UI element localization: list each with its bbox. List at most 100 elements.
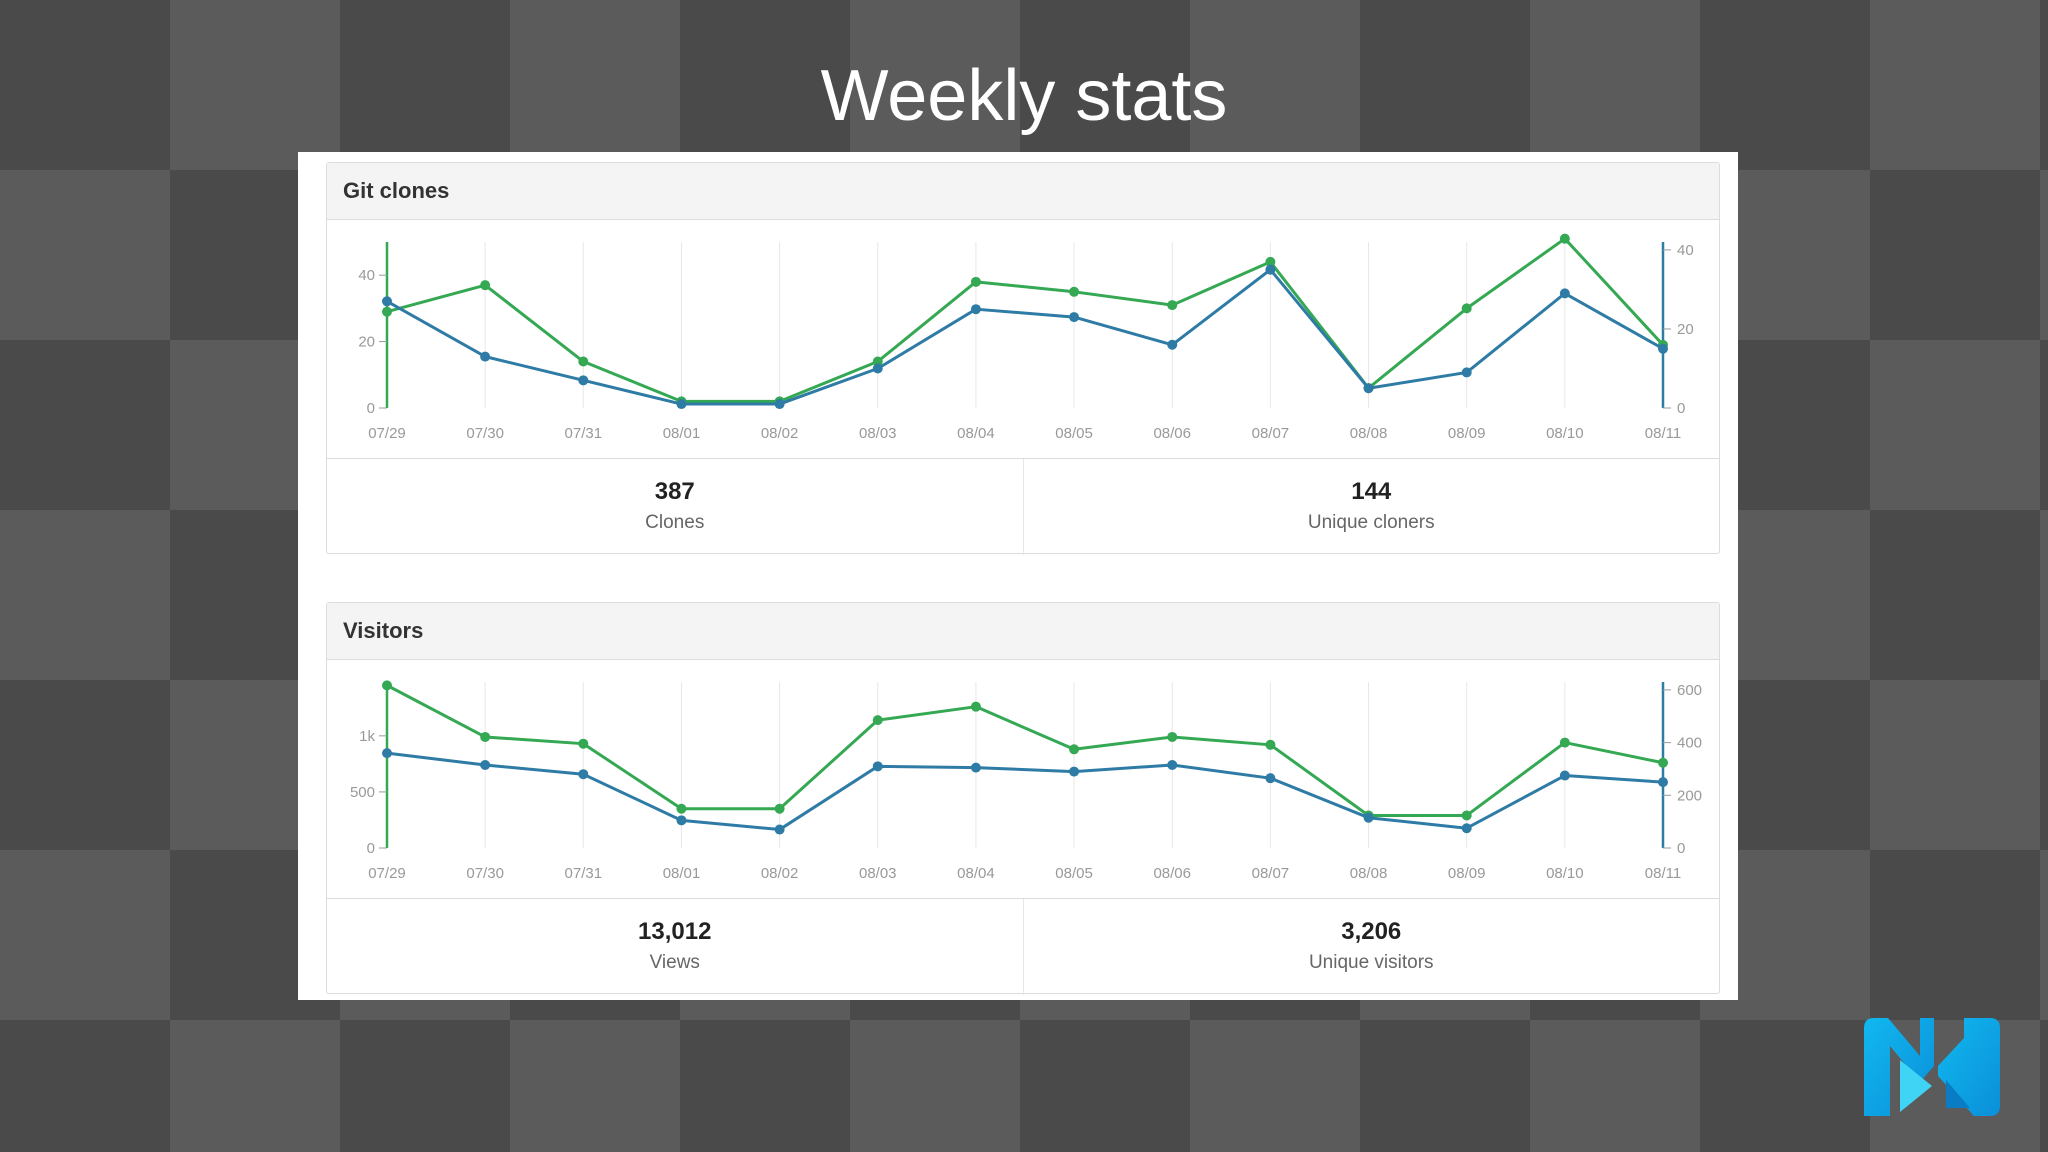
stats-sheet: Git clones 07/29 07/30 07/31 08/01 08/02 08/0…: [298, 152, 1738, 1000]
clones-stat: 387 Clones: [327, 459, 1023, 555]
left-tick-label: 500: [350, 784, 375, 801]
data-point-left: [1658, 757, 1668, 768]
x-tick-label: 08/07: [1252, 425, 1290, 442]
data-point-right: [872, 761, 883, 772]
data-point-right: [872, 363, 883, 374]
data-point-right: [1559, 770, 1570, 781]
data-point-right: [480, 760, 491, 770]
data-point-left: [970, 276, 981, 287]
x-tick-label: 08/08: [1350, 425, 1388, 442]
panel-title: Visitors: [327, 603, 1719, 660]
data-point-left: [1167, 731, 1178, 742]
series-line-right: [386, 751, 1664, 832]
right-tick-label: 0: [1677, 840, 1685, 857]
x-tick-label: 08/11: [1645, 865, 1681, 882]
clones-label: Clones: [645, 512, 705, 533]
data-point-left: [1461, 303, 1472, 314]
x-tick-label: 08/07: [1252, 865, 1290, 882]
git-clones-stats: 387 Clones 144 Unique cloners: [327, 458, 1719, 555]
data-point-right: [774, 399, 785, 410]
x-tick-label: 08/02: [761, 425, 799, 442]
unique-cloners-stat: 144 Unique cloners: [1022, 459, 1720, 555]
x-tick-label: 08/04: [957, 425, 995, 442]
data-point-right: [774, 824, 785, 835]
views-label: Views: [649, 952, 700, 973]
data-point-right: [1167, 339, 1178, 350]
visitors-stats: 13,012 Views 3,206 Unique visitors: [327, 898, 1719, 995]
views-count: 13,012: [638, 918, 712, 945]
data-point-left: [1265, 739, 1276, 750]
data-point-left: [1069, 286, 1080, 297]
data-point-right: [1658, 777, 1668, 788]
data-point-right: [676, 399, 687, 410]
data-point-left: [1069, 744, 1080, 755]
x-tick-label: 08/09: [1448, 865, 1486, 882]
left-tick-label: 0: [367, 840, 375, 857]
clones-count: 387: [654, 478, 695, 505]
data-point-right: [578, 769, 589, 780]
data-point-left: [970, 701, 981, 712]
x-tick-label: 07/31: [565, 865, 603, 882]
series-line-right: [386, 268, 1664, 406]
left-tick-label: 0: [367, 400, 375, 417]
unique-visitors-label: Unique visitors: [1308, 952, 1434, 973]
x-tick-label: 07/30: [466, 865, 504, 882]
x-tick-label: 08/08: [1350, 865, 1388, 882]
data-point-right: [1167, 760, 1178, 770]
unique-cloners-count: 144: [1351, 478, 1392, 505]
x-tick-label: 07/31: [565, 425, 603, 442]
data-point-left: [1167, 300, 1178, 311]
brand-logo-icon: [1864, 1018, 2000, 1116]
git-clones-chart: 07/29 07/30 07/31 08/01 08/02 08/03 08/04 08/05…: [358, 233, 1694, 442]
x-tick-label: 07/29: [368, 865, 406, 882]
right-tick-label: 200: [1677, 787, 1702, 804]
x-tick-label: 08/03: [859, 865, 897, 882]
right-tick-label: 0: [1677, 400, 1685, 417]
data-point-left: [480, 280, 491, 291]
data-point-right: [382, 748, 392, 759]
x-tick-label: 08/06: [1153, 865, 1191, 882]
data-point-left: [774, 803, 785, 814]
data-point-right: [1461, 823, 1472, 834]
right-tick-label: 40: [1677, 242, 1694, 259]
x-tick-label: 08/10: [1546, 425, 1584, 442]
data-point-left: [578, 356, 589, 367]
series-line-left: [386, 684, 1664, 817]
x-tick-label: 08/05: [1055, 865, 1093, 882]
unique-visitors-count: 3,206: [1341, 918, 1402, 945]
visitors-panel: Visitors 07/29 07/30 07/31 08/01 08/02 08/03 0…: [326, 602, 1720, 995]
x-tick-label: 08/04: [957, 865, 995, 882]
panel-title: Git clones: [327, 163, 1719, 220]
slide-title: Weekly stats: [820, 56, 1228, 136]
series-line-left: [386, 237, 1665, 403]
x-tick-label: 08/06: [1153, 425, 1191, 442]
data-point-left: [1559, 737, 1570, 748]
x-tick-label: 08/03: [859, 425, 897, 442]
x-tick-label: 08/10: [1546, 865, 1584, 882]
unique-visitors-stat: 3,206 Unique visitors: [1022, 899, 1720, 995]
data-point-left: [1265, 256, 1276, 267]
x-tick-label: 07/30: [466, 425, 504, 442]
views-stat: 13,012 Views: [327, 899, 1023, 995]
data-point-right: [1363, 383, 1374, 394]
data-point-right: [1069, 312, 1080, 323]
git-clones-panel: Git clones 07/29 07/30 07/31 08/01 08/02 08/0…: [326, 162, 1720, 555]
data-point-left: [872, 356, 883, 367]
data-point-right: [382, 296, 392, 307]
data-point-left: [872, 715, 883, 726]
data-point-right: [480, 351, 491, 362]
data-point-right: [970, 762, 981, 773]
x-tick-label: 08/01: [663, 865, 701, 882]
data-point-left: [382, 680, 392, 691]
x-tick-label: 08/05: [1055, 425, 1093, 442]
visitors-chart: 07/29 07/30 07/31 08/01 08/02 08/03 08/04 08/05…: [350, 680, 1702, 882]
data-point-right: [676, 815, 687, 826]
data-point-right: [1363, 812, 1374, 823]
x-tick-label: 08/02: [761, 865, 799, 882]
data-point-left: [480, 731, 491, 742]
right-tick-label: 20: [1677, 321, 1694, 338]
data-point-left: [1461, 810, 1472, 821]
right-tick-label: 600: [1677, 682, 1702, 699]
data-point-left: [676, 803, 687, 814]
data-point-right: [1461, 367, 1472, 378]
